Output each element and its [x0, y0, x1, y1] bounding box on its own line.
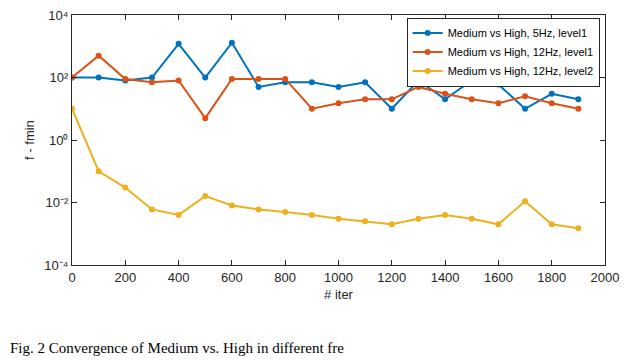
- svg-text:2000: 2000: [591, 270, 620, 285]
- svg-text:800: 800: [274, 270, 296, 285]
- svg-text:f - fmin: f - fmin: [22, 120, 37, 160]
- svg-text:1400: 1400: [431, 270, 460, 285]
- svg-text:10⁰: 10⁰: [49, 133, 68, 148]
- svg-text:Fig. 2 Convergence of Medium v: Fig. 2 Convergence of Medium vs. High in…: [10, 340, 344, 356]
- svg-text:10⁻²: 10⁻²: [46, 195, 69, 210]
- svg-text:0: 0: [68, 270, 75, 285]
- svg-text:1000: 1000: [324, 270, 353, 285]
- svg-text:Medium vs High, 12Hz, level2: Medium vs High, 12Hz, level2: [448, 65, 594, 77]
- svg-text:1600: 1600: [484, 270, 513, 285]
- svg-text:Medium vs High, 5Hz, level1: Medium vs High, 5Hz, level1: [448, 27, 587, 39]
- svg-text:400: 400: [168, 270, 190, 285]
- svg-text:200: 200: [114, 270, 136, 285]
- svg-text:1200: 1200: [377, 270, 406, 285]
- svg-text:10⁴: 10⁴: [48, 8, 68, 23]
- svg-text:10²: 10²: [50, 70, 69, 85]
- svg-text:1800: 1800: [537, 270, 566, 285]
- svg-text:600: 600: [221, 270, 243, 285]
- svg-text:Medium vs High, 12Hz, level1: Medium vs High, 12Hz, level1: [448, 46, 594, 58]
- svg-text:10⁻⁴: 10⁻⁴: [44, 258, 68, 273]
- svg-text:# iter: # iter: [324, 287, 354, 302]
